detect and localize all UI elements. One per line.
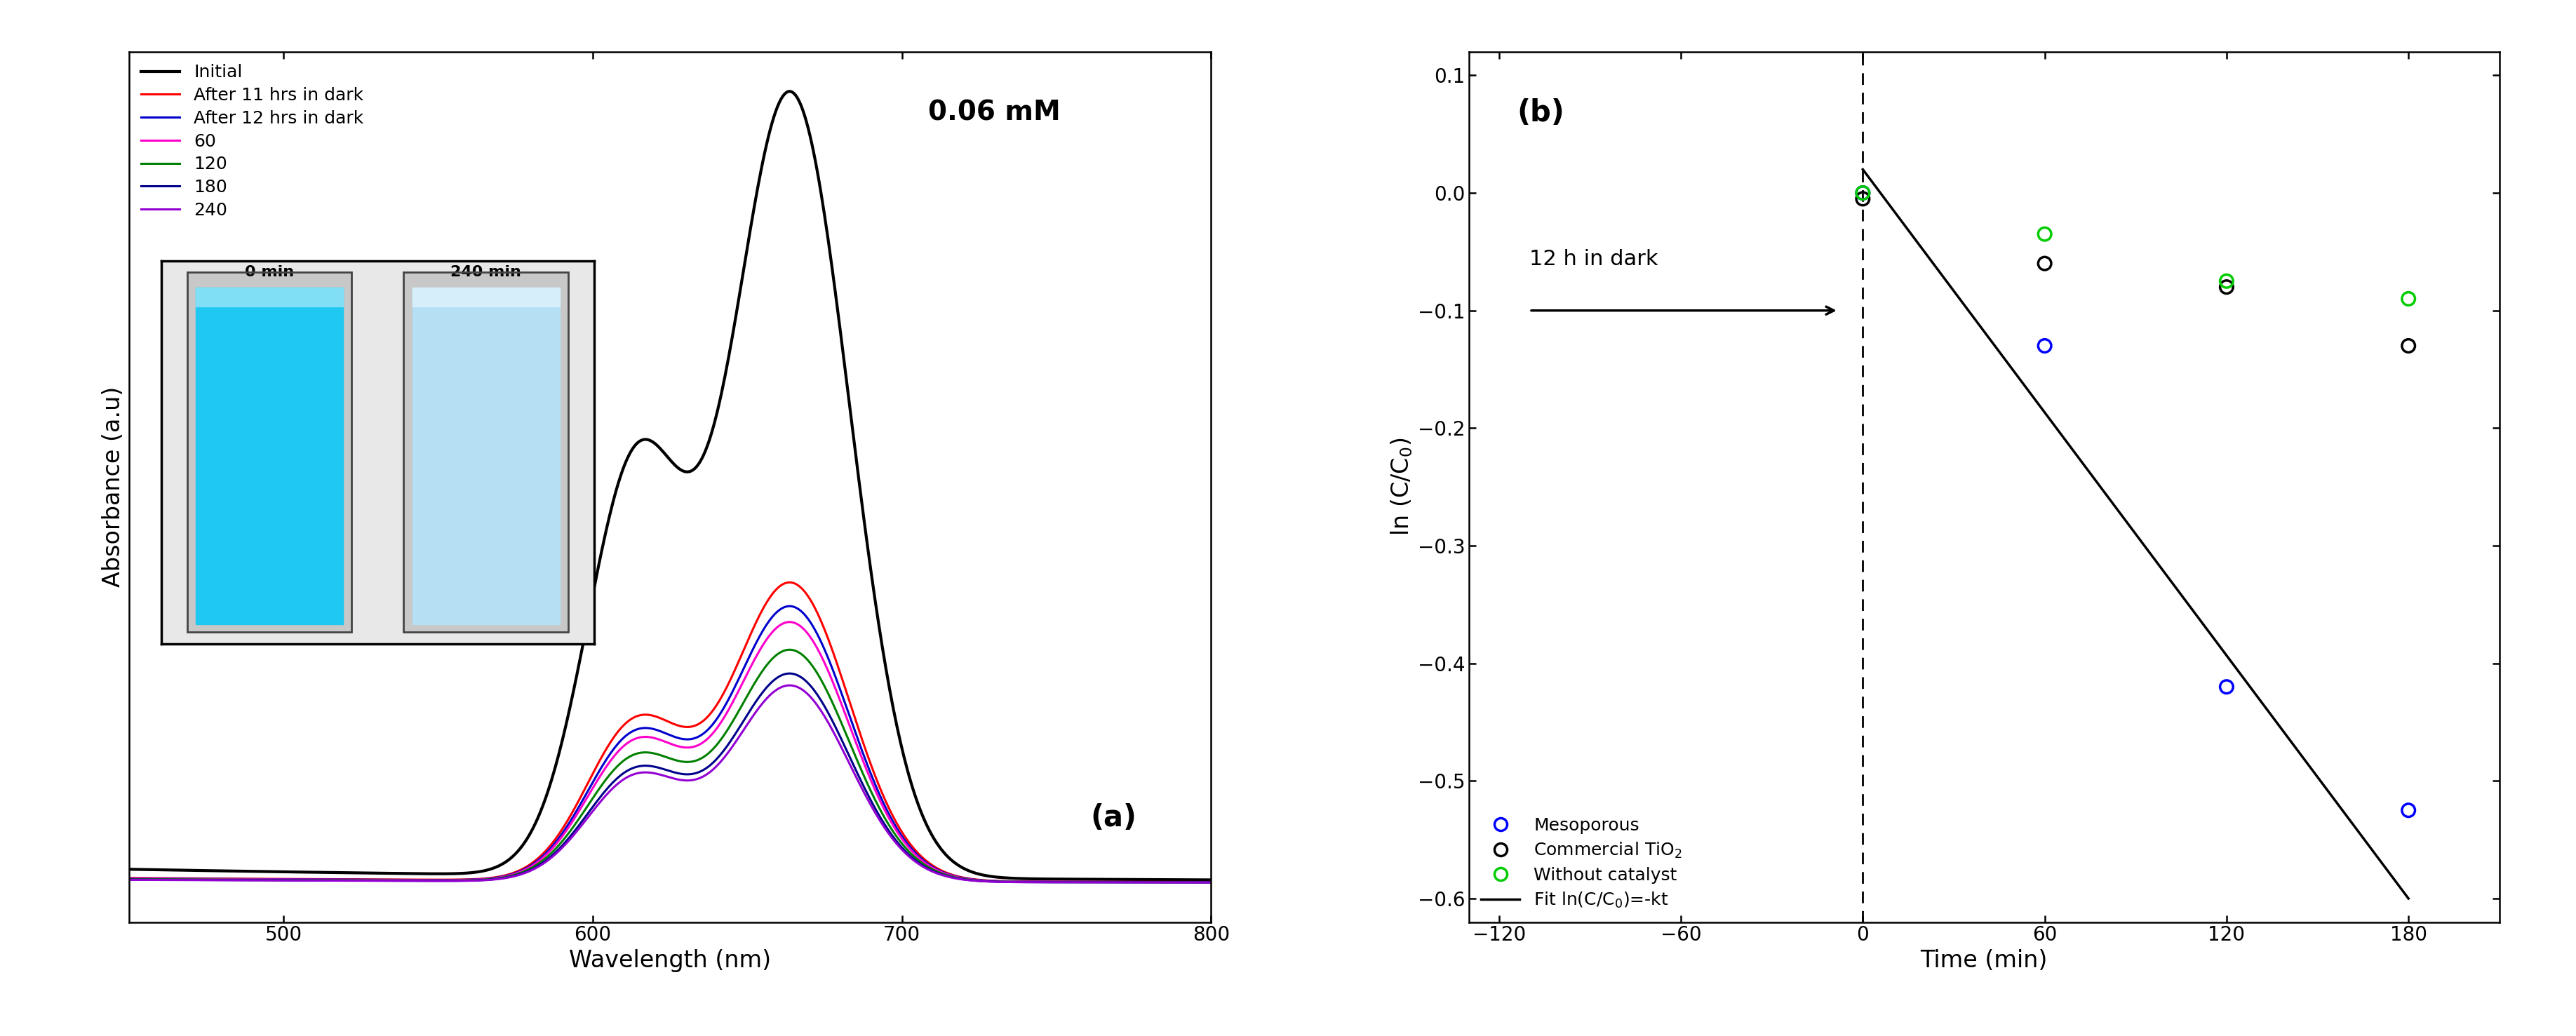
- After 11 hrs in dark: [1195, 875, 1226, 888]
- 120: [1195, 876, 1226, 889]
- Text: 12 h in dark: 12 h in dark: [1530, 249, 1656, 269]
- Initial: [775, 85, 806, 97]
- Point: [1842, 184, 1883, 201]
- 240: [930, 870, 961, 883]
- Initial: [113, 863, 144, 875]
- After 12 hrs in dark: [1195, 875, 1226, 888]
- Point: [2025, 338, 2066, 354]
- 60: [603, 745, 634, 757]
- After 11 hrs in dark: [930, 866, 961, 879]
- After 12 hrs in dark: [930, 867, 961, 880]
- Point: [2205, 272, 2246, 289]
- 120: [113, 873, 144, 886]
- Legend: Initial, After 11 hrs in dark, After 12 hrs in dark, 60, 120, 180, 240: Initial, After 11 hrs in dark, After 12 …: [137, 60, 366, 223]
- 60: [930, 867, 961, 880]
- Point: [2025, 255, 2066, 271]
- After 12 hrs in dark: [603, 737, 634, 749]
- Line: 60: 60: [129, 622, 1211, 883]
- After 11 hrs in dark: [304, 873, 335, 886]
- X-axis label: Wavelength (nm): Wavelength (nm): [569, 949, 770, 972]
- Line: 120: 120: [129, 650, 1211, 883]
- Point: [2025, 226, 2066, 242]
- 240: [304, 874, 335, 887]
- 180: [752, 682, 783, 694]
- 120: [775, 643, 806, 656]
- 240: [392, 874, 422, 887]
- 120: [392, 874, 422, 887]
- X-axis label: Time (min): Time (min): [1919, 949, 2048, 972]
- 120: [603, 759, 634, 772]
- Initial: [392, 867, 422, 880]
- Initial: [1195, 873, 1226, 886]
- 240: [603, 777, 634, 789]
- Line: 240: 240: [129, 686, 1211, 883]
- Point: [2205, 679, 2246, 695]
- After 11 hrs in dark: [113, 871, 144, 884]
- 60: [113, 872, 144, 885]
- After 11 hrs in dark: [392, 873, 422, 886]
- After 11 hrs in dark: [752, 597, 783, 609]
- 60: [1195, 876, 1226, 889]
- Text: 0.06 mM: 0.06 mM: [927, 99, 1061, 126]
- Text: (b): (b): [1517, 98, 1564, 127]
- 240: [752, 692, 783, 704]
- Legend: Mesoporous, Commercial TiO$_2$, Without catalyst, Fit ln(C/C$_0$)=-kt: Mesoporous, Commercial TiO$_2$, Without …: [1476, 813, 1685, 914]
- Point: [2388, 802, 2429, 818]
- 180: [775, 667, 806, 680]
- Point: [1842, 191, 1883, 207]
- 120: [930, 868, 961, 881]
- After 12 hrs in dark: [775, 600, 806, 612]
- Text: (a): (a): [1090, 803, 1136, 832]
- 60: [837, 729, 868, 742]
- 180: [1195, 876, 1226, 889]
- 180: [603, 771, 634, 783]
- Point: [2388, 290, 2429, 307]
- 180: [113, 873, 144, 886]
- 180: [930, 869, 961, 882]
- After 11 hrs in dark: [775, 576, 806, 588]
- 120: [304, 874, 335, 887]
- Y-axis label: ln (C/C$_0$): ln (C/C$_0$): [1388, 438, 1414, 536]
- After 12 hrs in dark: [113, 872, 144, 885]
- 180: [392, 874, 422, 887]
- 240: [1195, 876, 1226, 889]
- 60: [392, 874, 422, 887]
- Line: After 12 hrs in dark: After 12 hrs in dark: [129, 606, 1211, 882]
- After 12 hrs in dark: [392, 873, 422, 886]
- 240: [837, 766, 868, 778]
- Initial: [304, 866, 335, 879]
- 60: [775, 615, 806, 628]
- 120: [752, 659, 783, 671]
- After 11 hrs in dark: [837, 707, 868, 719]
- 120: [837, 745, 868, 757]
- After 12 hrs in dark: [752, 618, 783, 631]
- After 11 hrs in dark: [603, 725, 634, 738]
- 60: [304, 873, 335, 886]
- Initial: [752, 138, 783, 150]
- Point: [2388, 338, 2429, 354]
- Line: After 11 hrs in dark: After 11 hrs in dark: [129, 582, 1211, 882]
- 240: [113, 873, 144, 886]
- Y-axis label: Absorbance (a.u): Absorbance (a.u): [103, 386, 124, 587]
- 180: [837, 758, 868, 771]
- Point: [2205, 279, 2246, 295]
- Line: 180: 180: [129, 673, 1211, 883]
- 60: [752, 633, 783, 645]
- Initial: [930, 848, 961, 861]
- Initial: [603, 477, 634, 489]
- 180: [304, 874, 335, 887]
- Initial: [837, 429, 868, 441]
- After 12 hrs in dark: [837, 720, 868, 732]
- 240: [775, 680, 806, 692]
- After 12 hrs in dark: [304, 873, 335, 886]
- Point: [1842, 184, 1883, 201]
- Line: Initial: Initial: [129, 91, 1211, 880]
